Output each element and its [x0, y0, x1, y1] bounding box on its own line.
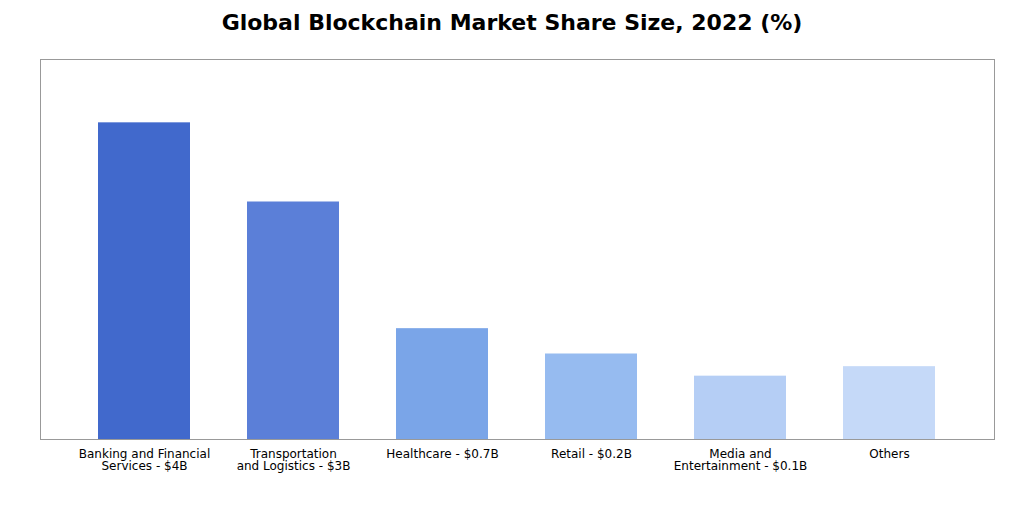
html-text:Global Blockchain Market Share: Global Blockchain Market Share Size, 202…: [221, 10, 803, 35]
svg-text:Retail - $0.2B: Retail - $0.2B: [551, 447, 632, 461]
svg-text:Healthcare - $0.7B: Healthcare - $0.7B: [386, 447, 498, 461]
svg-text:Transportationand Logistics -: Transportationand Logistics - $3B: [237, 447, 351, 473]
svg-text:Others: Others: [869, 447, 909, 461]
svg-text:Media andEntertainment - $0.1B: Media andEntertainment - $0.1B: [674, 447, 808, 473]
svg-text:Banking and FinancialServices: Banking and FinancialServices - $4B: [79, 447, 210, 473]
